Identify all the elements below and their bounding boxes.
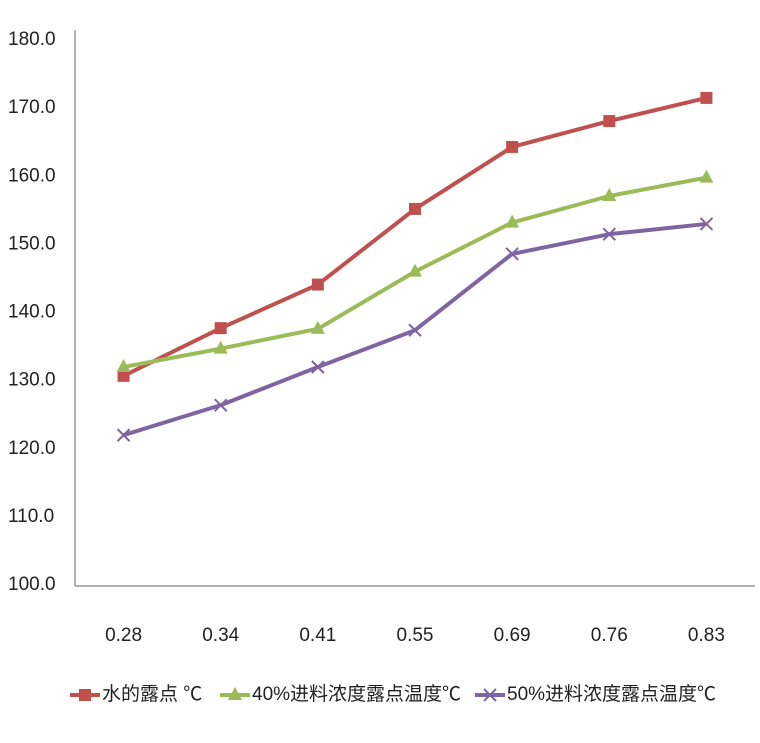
x-tick-label: 0.69 <box>494 625 531 646</box>
marker <box>699 169 714 183</box>
y-tick-label: 120.0 <box>8 438 56 459</box>
marker <box>603 115 616 128</box>
marker <box>311 278 324 291</box>
marker <box>408 263 422 277</box>
x-tick-label: 0.55 <box>397 625 434 646</box>
marker <box>505 214 520 228</box>
marker <box>505 247 519 261</box>
marker <box>214 398 228 412</box>
marker <box>699 217 714 231</box>
legend-marker <box>228 687 242 700</box>
marker <box>117 369 130 382</box>
legend-label: 40%进料浓度露点温度℃ <box>252 683 461 705</box>
marker <box>214 322 227 335</box>
y-tick-label: 150.0 <box>8 233 56 254</box>
legend-marker <box>79 689 91 701</box>
y-tick-label: 110.0 <box>8 506 54 527</box>
marker <box>311 360 325 374</box>
marker <box>409 202 421 215</box>
y-tick-label: 170.0 <box>8 97 56 118</box>
x-tick-label: 0.76 <box>591 625 628 646</box>
marker <box>116 428 131 442</box>
y-tick-label: 100.0 <box>8 574 56 595</box>
marker <box>602 227 616 241</box>
marker <box>602 188 617 202</box>
y-tick-label: 160.0 <box>8 165 56 186</box>
legend-label: 50%进料浓度露点温度℃ <box>507 683 716 705</box>
legend-marker <box>483 688 497 702</box>
marker <box>700 91 713 104</box>
legend-label: 水的露点 ℃ <box>102 683 202 705</box>
marker <box>116 359 131 372</box>
x-tick-label: 0.28 <box>105 625 142 646</box>
y-tick-label: 130.0 <box>8 370 56 391</box>
x-tick-label: 0.41 <box>299 625 336 646</box>
marker <box>506 140 519 153</box>
line <box>122 95 707 378</box>
y-tick-label: 180.0 <box>8 29 56 50</box>
marker <box>408 323 422 337</box>
x-tick-label: 0.34 <box>202 625 239 646</box>
marker <box>213 340 228 354</box>
x-tick-label: 0.83 <box>688 625 725 646</box>
marker <box>310 320 325 334</box>
y-tick-label: 140.0 <box>8 302 56 323</box>
